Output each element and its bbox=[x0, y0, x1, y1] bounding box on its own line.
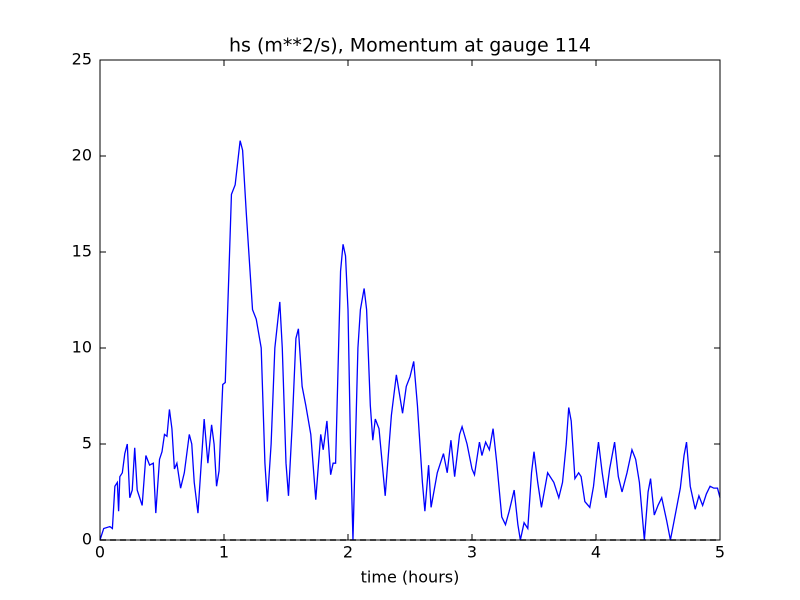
x-tick-label: 5 bbox=[715, 543, 725, 562]
plot-frame bbox=[99, 59, 721, 541]
chart-title: hs (m**2/s), Momentum at gauge 114 bbox=[229, 35, 591, 57]
y-tick-label: 15 bbox=[72, 242, 92, 261]
y-tick-label: 0 bbox=[82, 530, 92, 549]
x-axis-label: time (hours) bbox=[361, 568, 460, 587]
y-tick-label: 20 bbox=[72, 146, 92, 165]
data-line bbox=[99, 140, 721, 541]
x-tick-label: 4 bbox=[591, 543, 601, 562]
y-tick-label: 5 bbox=[82, 434, 92, 453]
x-tick-label: 0 bbox=[95, 543, 105, 562]
x-tick-label: 1 bbox=[219, 543, 229, 562]
x-tick-label: 3 bbox=[467, 543, 477, 562]
y-tick-label: 10 bbox=[72, 338, 92, 357]
y-tick-label: 25 bbox=[72, 50, 92, 69]
x-tick-label: 2 bbox=[343, 543, 353, 562]
